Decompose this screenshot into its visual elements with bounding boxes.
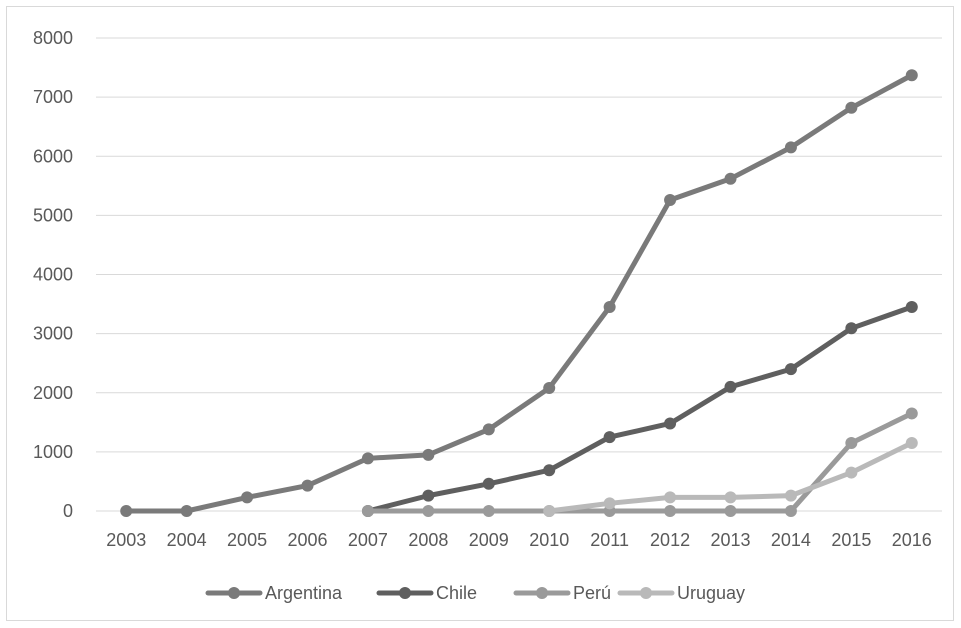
y-tick-label: 4000 bbox=[33, 265, 73, 285]
data-point bbox=[361, 452, 374, 465]
x-tick-label: 2004 bbox=[167, 530, 207, 550]
legend-swatch-marker bbox=[536, 587, 548, 599]
data-point bbox=[905, 407, 918, 420]
data-point bbox=[664, 491, 677, 504]
data-point bbox=[422, 489, 435, 502]
y-tick-label: 5000 bbox=[33, 205, 73, 225]
legend-label: Chile bbox=[436, 583, 477, 603]
data-point bbox=[784, 363, 797, 376]
data-point bbox=[543, 382, 556, 395]
legend-label: Uruguay bbox=[677, 583, 745, 603]
legend-item-argentina: Argentina bbox=[205, 583, 343, 603]
data-point bbox=[603, 301, 616, 314]
data-point bbox=[301, 479, 314, 492]
legend-swatch-marker bbox=[228, 587, 240, 599]
series-line bbox=[123, 72, 915, 514]
legend-swatch-marker bbox=[640, 587, 652, 599]
data-point bbox=[905, 69, 918, 82]
x-tick-label: 2011 bbox=[590, 530, 629, 550]
x-tick-label: 2014 bbox=[771, 530, 811, 550]
legend-label: Argentina bbox=[265, 583, 343, 603]
data-point bbox=[784, 141, 797, 154]
data-point bbox=[482, 477, 495, 490]
gridlines bbox=[96, 37, 942, 512]
series-line bbox=[365, 304, 915, 514]
y-tick-label: 6000 bbox=[33, 146, 73, 166]
series-line bbox=[365, 410, 915, 514]
x-tick-label: 2010 bbox=[529, 530, 569, 550]
y-tick-label: 7000 bbox=[33, 87, 73, 107]
series-chile bbox=[361, 301, 918, 517]
data-point bbox=[664, 194, 677, 207]
data-point bbox=[120, 505, 133, 517]
data-point bbox=[422, 448, 435, 461]
y-tick-label: 1000 bbox=[33, 442, 73, 462]
y-tick-label: 0 bbox=[63, 501, 73, 521]
data-point bbox=[905, 437, 918, 450]
data-point bbox=[724, 505, 737, 517]
legend-item-chile: Chile bbox=[376, 583, 477, 603]
series-lines bbox=[120, 69, 918, 517]
data-point bbox=[664, 505, 677, 517]
x-tick-label: 2007 bbox=[348, 530, 388, 550]
y-tick-label: 2000 bbox=[33, 383, 73, 403]
data-point bbox=[784, 489, 797, 502]
data-point bbox=[845, 101, 858, 114]
data-point bbox=[482, 423, 495, 436]
legend-item-perú: Perú bbox=[513, 583, 611, 603]
data-point bbox=[724, 491, 737, 504]
x-axis-ticks: 2003 2004 2005 2006 2007 2008 2009 2010 2011 2012… bbox=[106, 530, 932, 550]
x-tick-label: 2008 bbox=[408, 530, 448, 550]
x-tick-label: 2016 bbox=[892, 530, 932, 550]
legend-swatch-marker bbox=[399, 587, 411, 599]
data-point bbox=[845, 466, 858, 479]
data-point bbox=[180, 505, 193, 517]
x-tick-label: 2013 bbox=[710, 530, 750, 550]
x-tick-label: 2009 bbox=[469, 530, 509, 550]
data-point bbox=[724, 380, 737, 393]
y-tick-label: 8000 bbox=[33, 28, 73, 48]
chart-frame bbox=[6, 6, 954, 621]
data-point bbox=[664, 417, 677, 430]
data-point bbox=[422, 505, 435, 517]
data-point bbox=[603, 497, 616, 510]
y-tick-label: 3000 bbox=[33, 324, 73, 344]
y-axis-ticks: 0 1000 2000 3000 4000 5000 6000 7000 8000 bbox=[33, 28, 73, 521]
data-point bbox=[724, 172, 737, 185]
data-point bbox=[241, 491, 254, 504]
data-point bbox=[845, 322, 858, 335]
x-tick-label: 2015 bbox=[831, 530, 871, 550]
data-point bbox=[905, 301, 918, 314]
data-point bbox=[784, 505, 797, 517]
data-point bbox=[482, 505, 495, 517]
data-point bbox=[543, 505, 556, 517]
x-tick-label: 2005 bbox=[227, 530, 267, 550]
legend-item-uruguay: Uruguay bbox=[617, 583, 745, 603]
legend: Argentina Chile Perú Uruguay bbox=[205, 583, 745, 603]
x-tick-label: 2012 bbox=[650, 530, 690, 550]
legend-label: Perú bbox=[573, 583, 611, 603]
data-point bbox=[361, 505, 374, 517]
x-tick-label: 2006 bbox=[287, 530, 327, 550]
series-argentina bbox=[120, 69, 918, 517]
data-point bbox=[603, 431, 616, 444]
data-point bbox=[543, 464, 556, 477]
series-uruguay bbox=[543, 437, 918, 517]
x-tick-label: 2003 bbox=[106, 530, 146, 550]
data-point bbox=[845, 437, 858, 450]
